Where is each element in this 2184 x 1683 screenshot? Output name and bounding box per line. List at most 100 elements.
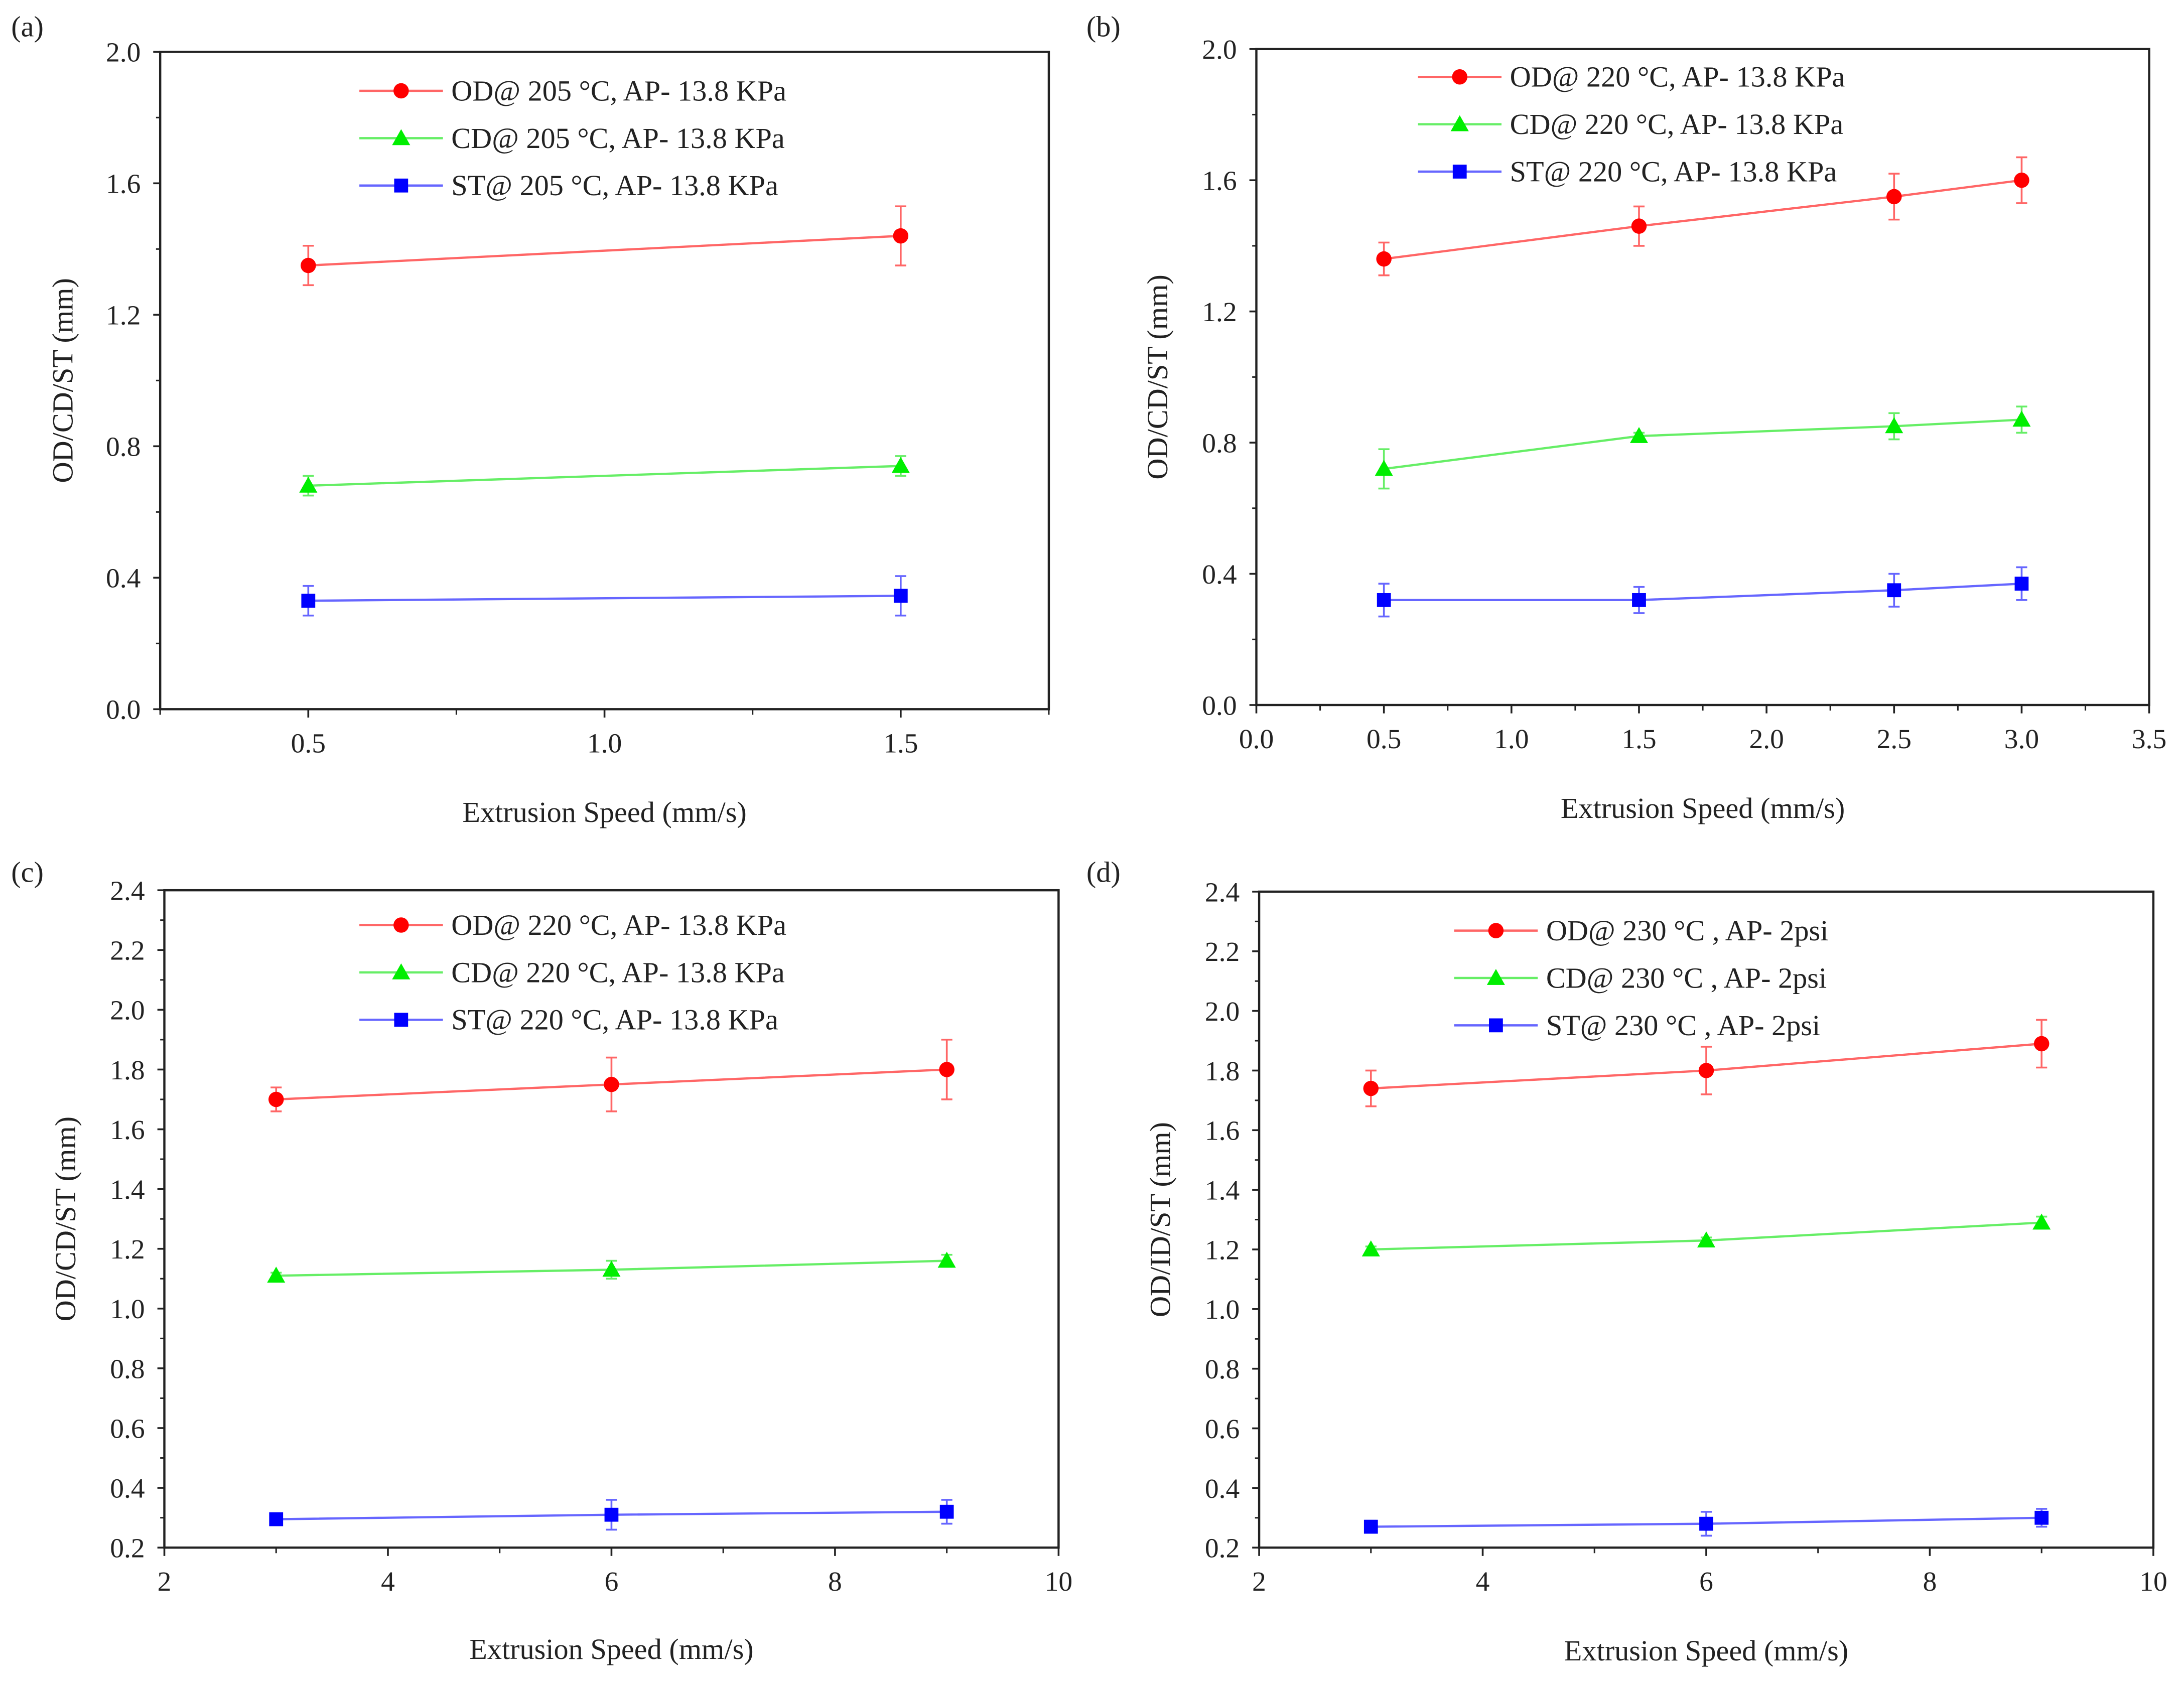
legend-marker [394,1013,408,1027]
y-tick-label: 0.4 [1205,1474,1240,1504]
series-line [308,595,901,602]
data-point [299,476,318,493]
panel-label: (c) [11,856,44,888]
plot-frame [163,889,1060,1549]
x-tick-label: 1.0 [1494,724,1529,755]
data-point [1887,583,1901,598]
y-tick-label: 1.8 [1205,1056,1240,1087]
y-tick-label: 1.2 [1202,297,1237,328]
data-point [301,257,316,273]
y-tick-label: 0.8 [106,432,141,463]
y-tick-label: 0.0 [1202,690,1237,721]
legend-marker [1486,968,1505,985]
data-point [939,1062,954,1077]
legend-label: ST@ 220 °C, AP- 13.8 KPa [1510,155,1837,188]
data-point [301,594,316,608]
y-tick-label: 2.2 [1205,937,1240,967]
x-tick-label: 1.5 [1621,724,1656,755]
data-point [604,1076,619,1092]
x-tick-label: 2 [1252,1567,1266,1597]
data-point [2012,410,2031,427]
data-point [1361,1240,1380,1256]
series-line [1384,582,2022,602]
legend-marker [392,963,411,979]
data-point [1886,189,1902,205]
x-tick-label: 10 [1045,1567,1073,1597]
series-line [308,234,901,267]
legend-label: ST@ 205 °C, AP- 13.8 KPa [451,169,778,202]
legend-marker [392,129,411,146]
legend-marker [1489,1018,1503,1033]
y-tick-label: 1.2 [110,1234,145,1265]
data-point [939,1504,954,1519]
x-tick-label: 1.5 [883,728,918,759]
legend-label: CD@ 220 °C, AP- 13.8 KPa [451,956,785,989]
data-point [1698,1063,1714,1078]
y-tick-label: 2.4 [1205,877,1240,908]
y-tick-label: 2.2 [110,936,145,966]
y-tick-label: 0.8 [110,1354,145,1384]
data-point [1375,460,1393,476]
data-point [1363,1080,1379,1096]
y-tick-label: 0.2 [110,1533,145,1564]
series-line [1384,179,2022,260]
x-axis-label: Extrusion Speed (mm/s) [462,796,746,828]
y-tick-label: 1.8 [110,1055,145,1086]
y-tick-label: 0.4 [106,564,141,594]
data-point [267,1267,286,1283]
x-tick-label: 6 [1699,1567,1713,1597]
legend-label: CD@ 205 °C, AP- 13.8 KPa [451,122,785,155]
x-tick-label: 2.0 [1749,724,1784,755]
data-point [2033,1036,2050,1052]
data-point [937,1251,956,1268]
y-tick-label: 0.6 [110,1414,145,1444]
legend-label: OD@ 205 °C, AP- 13.8 KPa [451,74,786,107]
y-tick-label: 2.4 [110,876,145,907]
x-tick-label: 6 [605,1567,619,1597]
data-point [2014,577,2029,591]
series-od: OD@ 205 °C, AP- 13.8 KPa [301,74,909,287]
data-point [1631,218,1647,234]
x-tick-label: 8 [1923,1567,1937,1597]
series-line [1384,418,2022,470]
x-tick-label: 8 [828,1567,842,1597]
legend-marker [394,178,408,193]
data-point [268,1091,284,1107]
series-cd: CD@ 220 °C, AP- 13.8 KPa [1375,108,2031,490]
y-tick-label: 1.2 [106,301,141,331]
chart-panel-b: (b) 0.0 0.4 0.8 1.2 1.6 2.0 0.0 0.5 1.0 1.5 2.0 2.5 3… [1086,11,2166,824]
legend-marker [1452,165,1467,179]
series-st: ST@ 220 °C, AP- 13.8 KPa [269,1004,954,1531]
panel-label: (b) [1086,11,1121,43]
x-axis-label: Extrusion Speed (mm/s) [469,1633,753,1665]
data-point [1376,251,1392,267]
series-st: ST@ 205 °C, AP- 13.8 KPa [301,169,908,617]
data-point [2032,1213,2051,1230]
y-tick-label: 0.8 [1202,429,1237,459]
y-tick-label: 0.8 [1205,1354,1240,1385]
series-od: OD@ 230 °C , AP- 2psi [1363,914,2050,1107]
series-st: ST@ 220 °C, AP- 13.8 KPa [1377,155,2029,618]
series-od: OD@ 220 °C, AP- 13.8 KPa [1376,61,2029,276]
data-point [2014,172,2029,188]
y-axis-label: OD/CD/ST (mm) [46,278,79,483]
legend-marker [1452,69,1467,85]
chart-panel-d: (d) 0.2 0.4 0.6 0.8 1.0 1.2 1.4 1.6 1.8 2.0 2.2 2.4 2… [1086,856,2167,1667]
y-tick-label: 0.2 [1205,1533,1240,1564]
data-point [602,1260,621,1277]
y-tick-label: 1.6 [1205,1116,1240,1147]
x-tick-label: 4 [381,1567,395,1597]
legend-marker [1488,923,1504,938]
series-st: ST@ 230 °C , AP- 2psi [1363,1009,2049,1537]
x-tick-label: 0.0 [1239,724,1274,755]
legend-marker [1450,115,1469,131]
series-cd: CD@ 230 °C , AP- 2psi [1361,961,2051,1256]
x-tick-label: 2.5 [1877,724,1912,755]
panel-label: (a) [11,11,44,43]
legend-label: CD@ 220 °C, AP- 13.8 KPa [1510,108,1844,141]
y-tick-label: 2.0 [1205,997,1240,1027]
legend-label: ST@ 230 °C , AP- 2psi [1546,1009,1820,1042]
legend-label: OD@ 230 °C , AP- 2psi [1546,914,1829,947]
data-point [1697,1231,1716,1248]
series-cd: CD@ 205 °C, AP- 13.8 KPa [299,122,910,497]
